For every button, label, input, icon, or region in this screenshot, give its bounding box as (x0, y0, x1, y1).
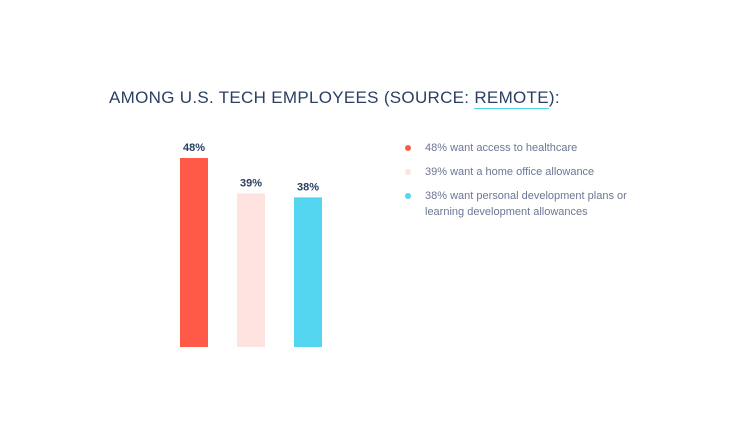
title-prefix: AMONG U.S. TECH EMPLOYEES (SOURCE: (109, 88, 475, 107)
title-suffix: ): (548, 88, 560, 107)
source-link[interactable]: REMOTE (474, 88, 549, 109)
chart-title: AMONG U.S. TECH EMPLOYEES (SOURCE: REMOT… (109, 88, 560, 109)
bar-value-label-home-office: 39% (240, 177, 262, 189)
legend-text-home-office: 39% want a home office allowance (425, 166, 595, 178)
bar-value-label-development: 38% (297, 181, 319, 193)
bar-value-label-healthcare: 48% (183, 142, 205, 154)
legend-swatch-development (405, 193, 411, 199)
legend-swatch-home-office (405, 169, 411, 175)
bar-development (294, 197, 322, 347)
legend-swatch-healthcare (405, 145, 411, 151)
chart-legend: 48% want access to healthcare 39% want a… (405, 140, 655, 228)
bar-chart: 48% 39% 38% (180, 142, 322, 347)
legend-item-healthcare: 48% want access to healthcare (405, 140, 655, 156)
legend-item-development: 38% want personal development plans or l… (405, 188, 655, 220)
legend-text-development: 38% want personal development plans or l… (425, 190, 627, 218)
legend-text-healthcare: 48% want access to healthcare (425, 142, 578, 154)
bar-healthcare (180, 158, 208, 347)
legend-item-home-office: 39% want a home office allowance (405, 164, 655, 180)
bar-home-office (237, 193, 265, 347)
